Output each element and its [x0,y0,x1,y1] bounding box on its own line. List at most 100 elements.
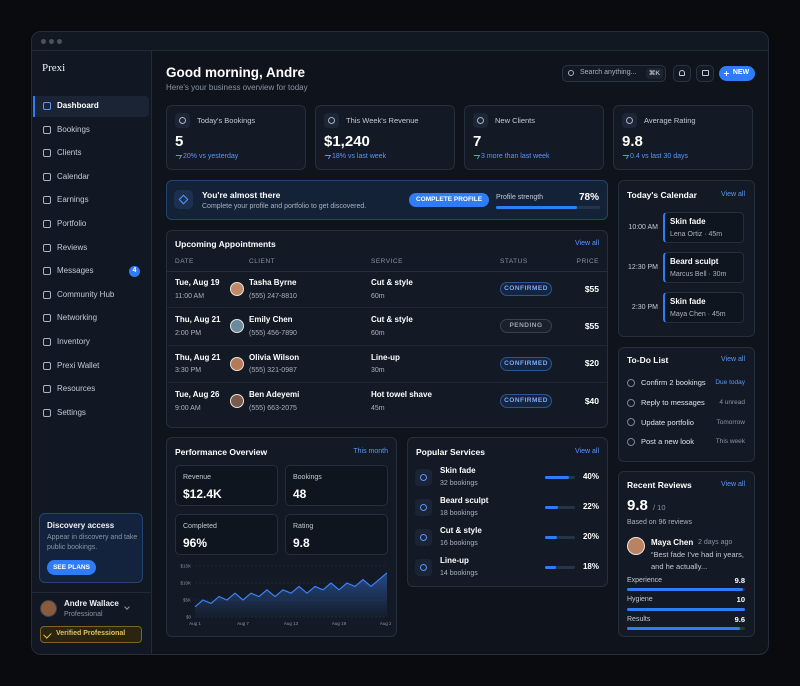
icon [43,172,51,181]
service-name: Cut & style [371,315,413,325]
page-subtitle: Here's your business overview for today [166,83,308,92]
nav-label: Earnings [57,195,89,205]
nav-label: Bookings [57,124,90,134]
y-tick-label: $10K [180,581,191,586]
column-header: CLIENT [249,258,276,266]
complete-profile-label[interactable]: COMPLETE PROFILE [415,196,483,204]
service-item-name: Beard sculpt [440,496,489,505]
appointments-view-all[interactable]: View all [575,239,599,247]
todo-meta: Due today [715,379,745,387]
event-box [663,292,744,323]
service-item-count: 18 bookings [440,509,478,517]
client-avatar [230,356,244,371]
row-divider [167,307,607,309]
window-dot [48,38,54,44]
stat-label: New Clients [495,116,536,126]
service-share: 22% [582,502,599,511]
search-icon [568,70,574,76]
event-detail: Marcus Bell · 30m [670,270,727,278]
nav-label: Calendar [57,171,90,181]
icon [43,125,51,134]
new-button-plus[interactable]: NEW [732,69,750,77]
services-view-all[interactable]: View all [575,447,599,455]
service-track [545,505,575,509]
rating-value: 9.8 [627,496,648,514]
banner-title: You're almost there [202,189,281,200]
appointment-price: $55 [584,320,599,331]
stat-change: 18% vs last week [332,152,387,160]
todo-task: Post a new look [641,437,694,447]
calendar-title: Today's Calendar [627,189,697,200]
stat-value: 9.8 [622,132,643,150]
icon [477,117,484,124]
service-item-name: Line-up [440,556,469,565]
metric-label: Completed [183,522,217,530]
icon [420,564,427,571]
promo-button[interactable] [47,560,96,575]
service-bar [545,475,569,479]
x-tick-label: Aug 1 [189,621,201,626]
row-divider [167,381,607,383]
promo-button-label[interactable]: SEE PLANS [53,563,90,571]
window-dot [56,38,62,44]
service-duration: 60m [371,292,385,300]
search-box[interactable] [562,65,666,82]
todo-task: Confirm 2 bookings [641,378,706,388]
metric-value: 9.8 [293,536,310,550]
appointment-time: 3:30 PM [175,367,202,375]
score-label: Results [627,615,651,623]
new-button[interactable] [719,66,755,81]
client-avatar [230,319,244,334]
revenue-chart: $0 $5K $10K $15K Aug 1 Aug 7 Aug 13 Aug 19 Aug 2… [180,564,391,627]
x-tick-label: Aug 7 [237,621,249,626]
event-box [663,252,744,283]
complete-profile-button[interactable] [409,193,489,207]
client-avatar [230,393,244,408]
client-name: Ben Adeyemi [249,389,300,399]
messages-button[interactable] [696,65,714,82]
plus-icon-v [725,71,728,76]
brand: Prexi [42,61,66,74]
todo-checkbox[interactable] [627,398,635,407]
calendar-view-all[interactable]: View all [721,190,745,198]
nav-badge [129,265,140,277]
stat-value: 7 [473,132,482,150]
score-label: Experience [627,576,663,584]
status-label: CONFIRMED [504,285,548,293]
user-role: Professional [64,610,103,618]
banner-icon-box [174,190,193,209]
service-item-name: Skin fade [440,466,476,475]
service-item-name: Cut & style [440,526,482,535]
rating-based: Based on 96 reviews [627,518,692,526]
icon [43,408,51,417]
stat-change: 3 more than last week [481,152,550,160]
icon [43,196,51,205]
todo-task: Update portfolio [641,417,694,427]
todo-checkbox[interactable] [627,438,635,447]
appointment-date: Tue, Aug 19 [175,278,220,287]
performance-period[interactable]: This month [353,447,388,455]
todo-checkbox[interactable] [627,418,635,427]
todo-task: Reply to messages [641,398,705,408]
y-tick-label: $15K [180,564,191,569]
reviews-view-all[interactable]: View all [721,480,745,488]
event-time: 10:00 AM [628,223,658,231]
service-name: Cut & style [371,278,413,287]
nav-label: Inventory [57,337,90,346]
todo-view-all[interactable]: View all [721,355,745,363]
nav-active-bar [33,95,35,117]
reviewer-name: Maya Chen [651,538,694,547]
client-avatar [230,282,244,296]
nav-item[interactable] [33,95,149,117]
review-ago: 2 days ago [698,539,733,547]
appointment-date: Tue, Aug 26 [175,389,220,399]
icon [43,314,51,323]
promo-text: Appear in discovery and take public book… [47,534,138,551]
user-avatar [40,600,57,617]
column-header: DATE [175,258,194,266]
todo-checkbox[interactable] [627,379,635,387]
row-divider [167,344,607,346]
user-name: Andre Wallace [64,599,119,608]
nav-label: Networking [57,313,98,323]
